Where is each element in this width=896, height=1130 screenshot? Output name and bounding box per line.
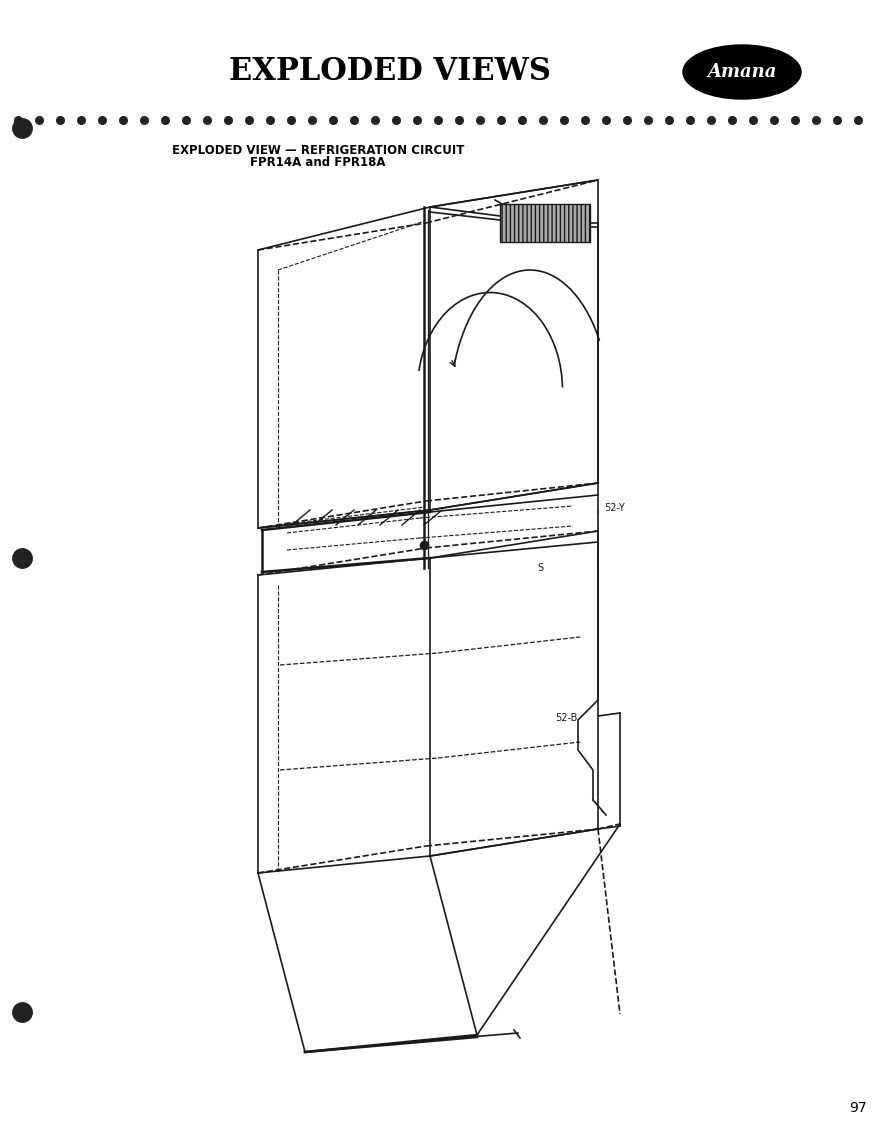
Text: Amana: Amana [707, 63, 777, 81]
Text: FPR14A and FPR18A: FPR14A and FPR18A [250, 156, 386, 170]
Text: 52-B: 52-B [555, 713, 577, 723]
Text: S: S [537, 563, 543, 573]
Text: EXPLODED VIEWS: EXPLODED VIEWS [229, 56, 551, 87]
Ellipse shape [683, 45, 801, 99]
Text: 52-Y: 52-Y [604, 503, 625, 513]
Bar [500, 205, 590, 242]
Text: 97: 97 [849, 1101, 866, 1115]
Text: EXPLODED VIEW — REFRIGERATION CIRCUIT: EXPLODED VIEW — REFRIGERATION CIRCUIT [172, 144, 464, 156]
